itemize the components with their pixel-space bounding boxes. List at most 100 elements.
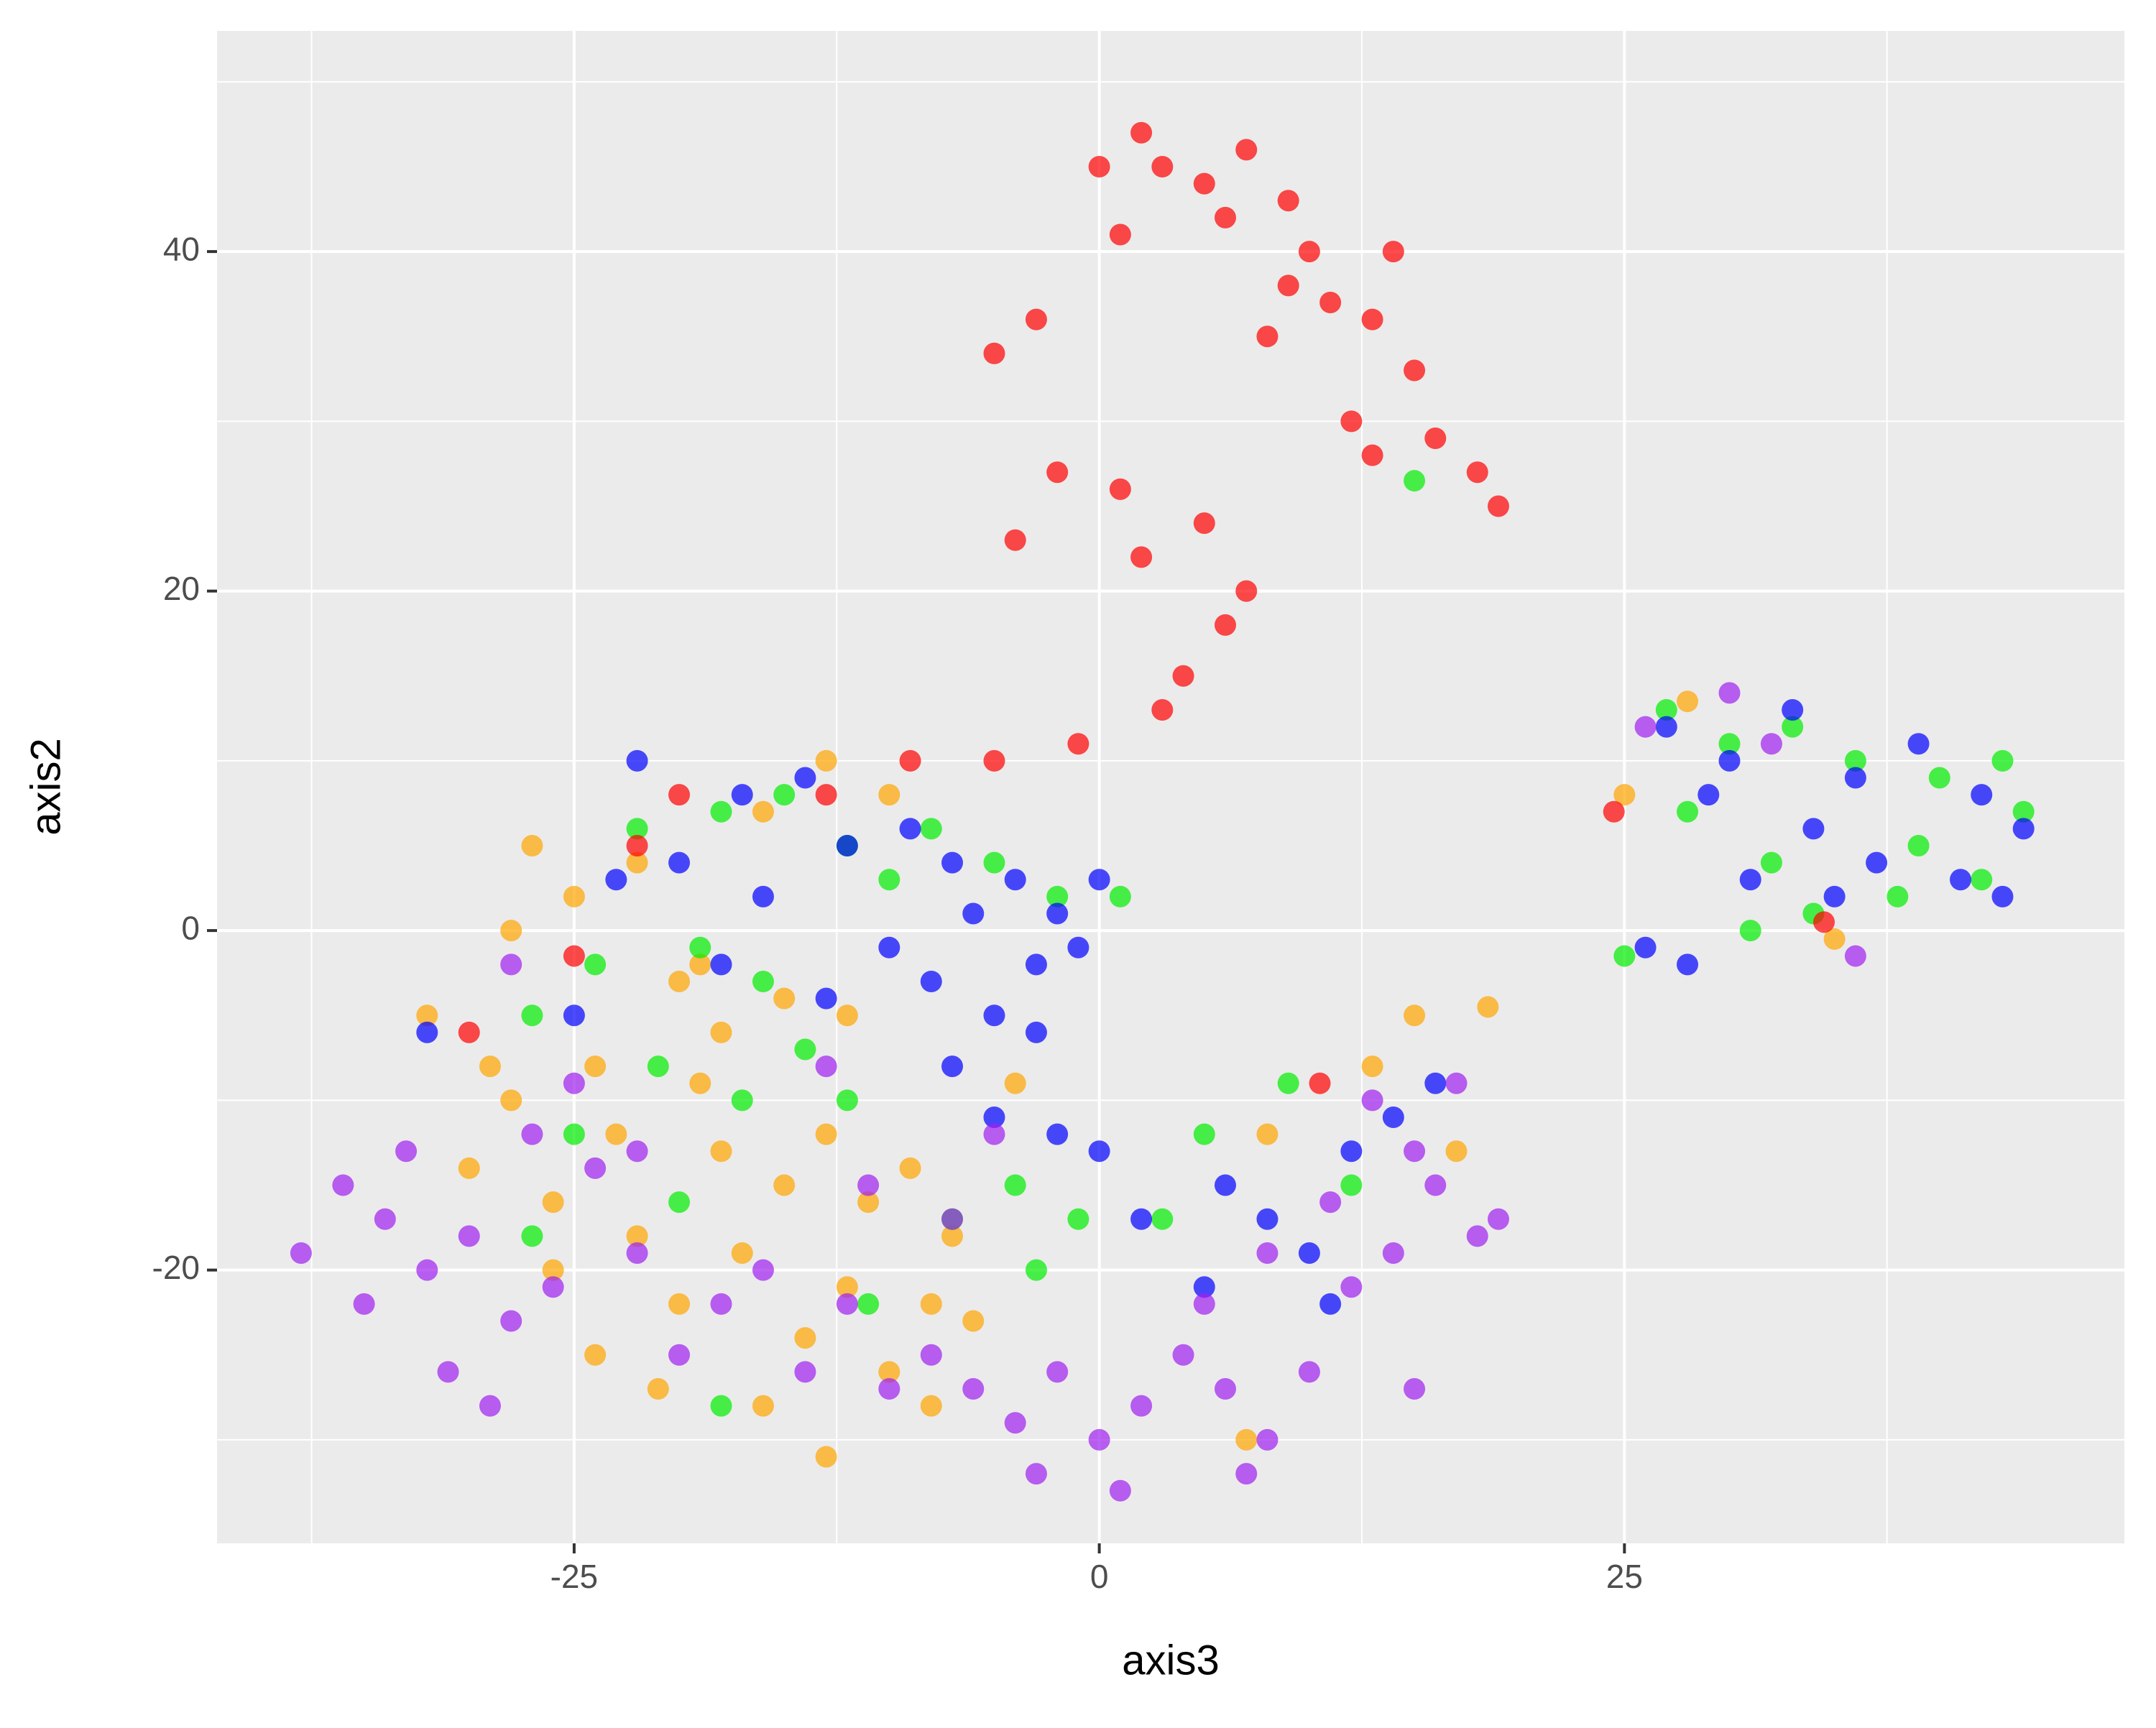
point	[458, 1021, 480, 1043]
point	[1340, 1174, 1363, 1196]
point	[1130, 121, 1153, 144]
point	[836, 1276, 858, 1298]
point	[542, 1276, 564, 1298]
point	[1477, 996, 1499, 1018]
point	[605, 869, 627, 891]
point	[1004, 1072, 1026, 1094]
point	[689, 1072, 711, 1094]
point	[668, 851, 691, 874]
point	[794, 1327, 816, 1349]
x-tick-label: 0	[1090, 1558, 1109, 1595]
y-tick-label: 20	[163, 570, 200, 607]
point	[1424, 1072, 1447, 1094]
point	[1151, 699, 1174, 721]
point	[1760, 733, 1782, 755]
point	[1445, 1140, 1468, 1163]
point	[1487, 495, 1509, 517]
point	[521, 1225, 543, 1247]
point	[731, 1089, 753, 1112]
point	[1046, 461, 1069, 484]
point	[563, 1072, 585, 1094]
point	[1991, 749, 2014, 772]
point	[1319, 1191, 1342, 1214]
point	[374, 1208, 396, 1230]
point	[1193, 1293, 1215, 1315]
point	[1172, 1344, 1194, 1366]
point	[1277, 274, 1299, 297]
point	[941, 1208, 964, 1230]
point	[1298, 1242, 1320, 1265]
point	[332, 1174, 354, 1196]
point	[836, 1089, 858, 1112]
point	[1466, 461, 1488, 484]
point	[1319, 1293, 1342, 1315]
point	[437, 1361, 459, 1383]
x-axis-title: axis3	[1122, 1637, 1219, 1683]
point	[1487, 1208, 1509, 1230]
point	[1067, 1208, 1089, 1230]
point	[626, 1225, 648, 1247]
point	[584, 953, 607, 976]
point	[668, 971, 691, 993]
point	[1886, 885, 1909, 907]
point	[1823, 928, 1846, 950]
point	[836, 1293, 858, 1315]
point	[1235, 1463, 1258, 1485]
point	[1677, 953, 1699, 976]
point	[1046, 902, 1069, 925]
point	[983, 851, 1005, 874]
point	[710, 1293, 732, 1315]
point	[983, 1106, 1005, 1129]
point	[815, 1123, 837, 1145]
point	[542, 1191, 564, 1214]
point	[815, 749, 837, 772]
point	[1718, 733, 1741, 755]
point	[1172, 665, 1194, 687]
point	[773, 784, 796, 806]
point	[1991, 885, 2014, 907]
point	[752, 971, 774, 993]
point	[815, 784, 837, 806]
point	[1971, 869, 1993, 891]
point	[563, 885, 585, 907]
point	[1655, 699, 1677, 721]
point	[1950, 869, 1972, 891]
point	[815, 1446, 837, 1468]
x-tick-label: -25	[550, 1558, 598, 1595]
point	[710, 953, 732, 976]
point	[689, 936, 711, 958]
point	[1298, 1361, 1320, 1383]
point	[1025, 308, 1047, 331]
point	[1782, 699, 1804, 721]
point	[1404, 1004, 1426, 1027]
point	[1193, 1276, 1215, 1298]
point	[1193, 172, 1215, 195]
point	[1782, 716, 1804, 738]
point	[752, 1259, 774, 1281]
point	[1109, 1479, 1131, 1502]
point	[1046, 1361, 1069, 1383]
point	[1214, 1174, 1236, 1196]
point	[1025, 953, 1047, 976]
point	[1088, 869, 1110, 891]
point	[1004, 1412, 1026, 1434]
point	[920, 1344, 942, 1366]
point	[794, 1361, 816, 1383]
point	[1907, 733, 1930, 755]
point	[500, 1089, 522, 1112]
point	[899, 1157, 921, 1179]
point	[1907, 835, 1930, 857]
point	[1214, 1378, 1236, 1400]
point	[1971, 784, 1993, 806]
point	[1928, 767, 1950, 789]
point	[1802, 818, 1825, 840]
point	[857, 1191, 880, 1214]
point	[500, 920, 522, 942]
point	[563, 1123, 585, 1145]
point	[836, 835, 858, 857]
point	[1466, 1225, 1488, 1247]
point	[878, 869, 900, 891]
point	[1235, 580, 1258, 602]
point	[626, 818, 648, 840]
point	[1025, 1463, 1047, 1485]
